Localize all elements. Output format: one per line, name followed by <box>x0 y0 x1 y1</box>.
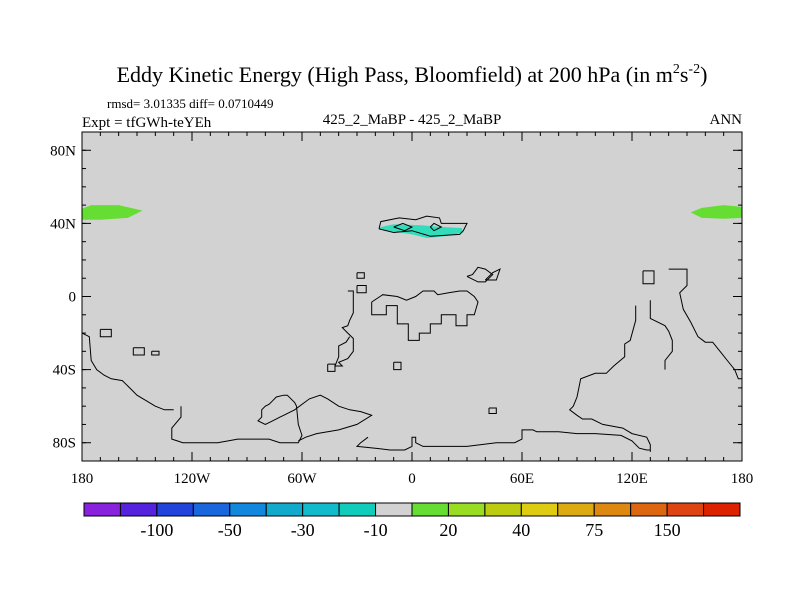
colorbar-swatch <box>593 502 632 517</box>
coastline <box>327 363 336 372</box>
chart-title: Eddy Kinetic Energy (High Pass, Bloomfie… <box>117 62 708 87</box>
coastline <box>649 300 673 370</box>
title-unit-sup2: -2 <box>688 62 700 77</box>
colorbar-label: -100 <box>140 520 173 540</box>
colorbar-swatch <box>83 502 121 517</box>
case-label: 425_2_MaBP - 425_2_MaBP <box>323 112 502 128</box>
colorbar-swatch <box>338 502 377 517</box>
coastline <box>393 222 414 232</box>
y-tick-label: 80N <box>50 143 76 159</box>
coastline <box>99 328 112 338</box>
stats-label: rmsd= 3.01335 diff= 0.0710449 <box>107 96 273 111</box>
colorbar-swatch <box>192 502 231 517</box>
coastline <box>642 270 655 285</box>
colorbar-label: -50 <box>218 520 242 540</box>
colorbar-swatch <box>703 502 741 517</box>
colorbar-swatch <box>447 502 486 517</box>
x-tick-label: 0 <box>408 471 416 487</box>
colorbar-label: 150 <box>654 520 681 540</box>
colorbar-label: 40 <box>512 520 530 540</box>
colorbar-label: -30 <box>291 520 315 540</box>
coastline <box>484 268 501 281</box>
colorbar-swatch <box>156 502 194 517</box>
x-tick-label: 60E <box>510 471 534 487</box>
experiment-label: Expt = tfGWh-teYEh <box>82 115 212 131</box>
x-tick-label: 120E <box>616 471 648 487</box>
colorbar-swatch <box>520 502 559 517</box>
coastline <box>81 332 174 411</box>
colorbar-swatch <box>630 502 668 517</box>
y-tick-label: 40S <box>53 363 76 379</box>
coastline <box>334 290 354 367</box>
colorbar-label: 20 <box>439 520 457 540</box>
colorbar-swatch <box>411 502 449 517</box>
coastline <box>355 429 651 451</box>
coastline <box>466 266 494 283</box>
coastline <box>356 272 365 279</box>
coastline <box>488 407 497 414</box>
colorbar-swatch <box>302 502 340 517</box>
title-unit-mid: s <box>680 62 689 87</box>
title-text: Eddy Kinetic Energy (High Pass, Bloomfie… <box>117 62 673 87</box>
y-tick-label: 80S <box>53 436 76 452</box>
coastline <box>668 268 742 380</box>
coastline <box>429 222 443 232</box>
y-tick-label: 0 <box>69 290 77 306</box>
x-tick-label: 120W <box>174 471 212 487</box>
x-tick-label: 60W <box>287 471 317 487</box>
map-background <box>82 132 742 461</box>
colorbar-swatch <box>484 502 522 517</box>
coastline <box>378 215 468 237</box>
coastline <box>371 290 479 341</box>
coastline <box>171 394 373 444</box>
coastline <box>393 361 402 371</box>
season-label: ANN <box>710 112 743 128</box>
colorbar-swatch <box>229 502 267 517</box>
anomaly-region-north-africa-negative <box>379 224 464 238</box>
coastline <box>568 305 651 452</box>
coastline <box>356 285 367 294</box>
colorbar-swatch <box>666 502 705 517</box>
x-tick-label: 180 <box>71 471 94 487</box>
y-tick-label: 40N <box>50 216 76 232</box>
anomaly-region-west-pacific-positive <box>82 205 143 220</box>
colorbar-label: 75 <box>585 520 603 540</box>
colorbar-swatch <box>119 502 158 517</box>
coastline <box>132 347 145 356</box>
title-close: ) <box>700 62 707 87</box>
x-tick-label: 180 <box>731 471 754 487</box>
colorbar-label: -10 <box>364 520 388 540</box>
title-unit-sup1: 2 <box>673 62 680 77</box>
colorbar-swatch <box>265 502 304 517</box>
colorbar-swatch <box>375 502 413 517</box>
anomaly-region-east-pacific-positive <box>690 205 742 219</box>
coastline <box>151 350 160 356</box>
colorbar-swatch <box>557 502 595 517</box>
